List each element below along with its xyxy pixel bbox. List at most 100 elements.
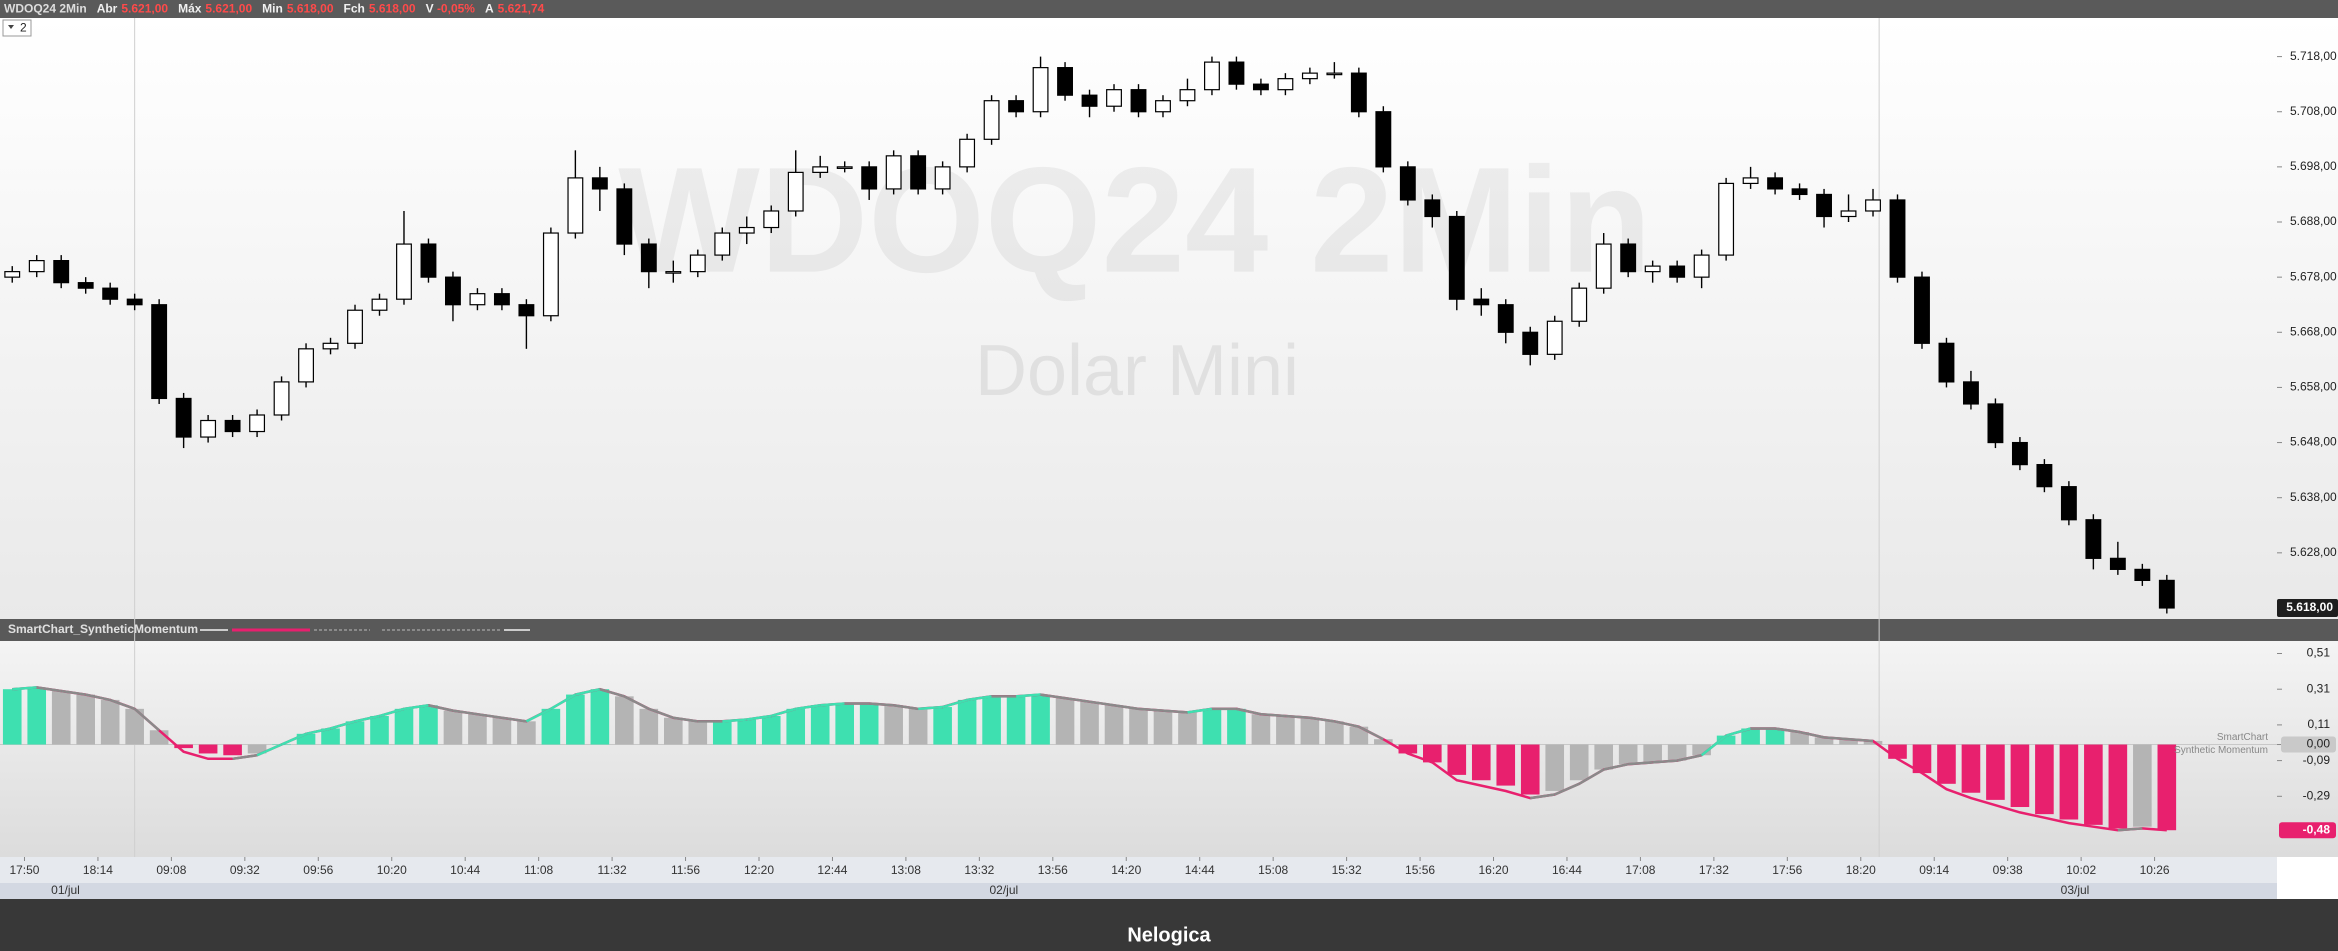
candle-body — [420, 243, 437, 278]
momentum-line-segment — [36, 686, 62, 693]
last-value-label: -0,48 — [2303, 822, 2331, 836]
histogram-bar — [712, 721, 732, 745]
histogram-bar — [1790, 732, 1809, 745]
indicator-title: SmartChart_SyntheticMomentum — [8, 622, 198, 636]
x-tick-label: 10:44 — [450, 863, 480, 877]
histogram-bar — [566, 694, 585, 745]
histogram-bar — [100, 699, 120, 745]
quote-label: Máx — [178, 2, 202, 16]
candle-body — [1424, 199, 1441, 218]
pane-button[interactable] — [2, 19, 32, 37]
x-tick-label: 13:32 — [964, 863, 994, 877]
y-tick-label: 0,31 — [2307, 681, 2331, 695]
y-tick-label: 5.628,00 — [2290, 545, 2337, 559]
x-tick-label: 16:20 — [1479, 863, 1509, 877]
pane-button-label[interactable]: 2 — [20, 21, 27, 35]
candle-body — [371, 298, 388, 311]
date-label: 01/jul — [51, 883, 80, 897]
histogram-bar — [1447, 744, 1467, 775]
x-tick-label: 09:14 — [1919, 863, 1949, 877]
y-tick-label: -0,09 — [2303, 753, 2331, 767]
date-axis — [0, 883, 2277, 899]
histogram-bar — [2108, 744, 2128, 829]
histogram-bar — [1031, 694, 1050, 745]
momentum-line-segment — [1578, 768, 1605, 785]
histogram-bar — [590, 689, 610, 745]
histogram-bar — [76, 694, 95, 745]
momentum-line-segment — [1162, 709, 1188, 714]
candle-body — [836, 166, 853, 169]
momentum-line-segment — [795, 704, 821, 711]
x-tick-label: 13:56 — [1038, 863, 1068, 877]
histogram-bar — [1006, 696, 1026, 745]
time-axis — [0, 857, 2277, 883]
histogram-bar — [174, 744, 193, 749]
candle-body — [591, 177, 608, 190]
candle-body — [714, 232, 731, 256]
momentum-line-segment — [673, 716, 698, 723]
candle-body — [1938, 342, 1955, 383]
momentum-line-segment — [722, 718, 747, 723]
candle-body — [1693, 254, 1710, 278]
histogram-bar — [1178, 712, 1197, 745]
candle-body — [493, 293, 510, 306]
histogram-bar — [1888, 744, 1907, 759]
candle-body — [298, 348, 314, 383]
x-tick-label: 09:08 — [156, 863, 186, 877]
candle-body — [200, 419, 217, 438]
candle-body — [812, 166, 829, 173]
y-tick-label: 5.638,00 — [2290, 490, 2337, 504]
candle-body — [1350, 72, 1367, 113]
y-tick-label: 5.668,00 — [2290, 324, 2337, 338]
histogram-bar — [1667, 744, 1687, 761]
histogram-bar — [2084, 744, 2103, 825]
momentum-line-segment — [1823, 736, 1849, 741]
candle-body — [347, 309, 363, 344]
x-tick-label: 18:14 — [83, 863, 113, 877]
momentum-line-segment — [1700, 734, 1727, 757]
symbol: WDOQ24 2Min — [4, 2, 87, 16]
candle-body — [322, 342, 339, 350]
x-tick-label: 15:32 — [1332, 863, 1362, 877]
momentum-line-segment — [1089, 700, 1115, 707]
histogram-bar — [1545, 744, 1565, 791]
histogram-bar — [737, 719, 757, 745]
x-tick-label: 11:08 — [524, 863, 553, 877]
y-tick-label: 5.688,00 — [2290, 214, 2337, 228]
momentum-line-segment — [61, 689, 86, 696]
candle-body — [1791, 188, 1808, 196]
y-tick-label: 5.698,00 — [2290, 159, 2337, 173]
candle-body — [1106, 89, 1122, 107]
momentum-line-segment — [1554, 782, 1580, 796]
momentum-line-segment — [256, 743, 283, 757]
quote-label: Min — [262, 2, 283, 16]
candle-body — [640, 243, 657, 273]
x-tick-label: 11:56 — [671, 863, 700, 877]
histogram-bar — [247, 744, 267, 754]
momentum-line-segment — [403, 704, 429, 711]
candle-body — [1473, 298, 1490, 306]
histogram-bar — [1937, 744, 1956, 784]
histogram-bar — [639, 708, 659, 745]
histogram-bar — [1055, 698, 1075, 745]
momentum-line-segment — [820, 702, 845, 707]
histogram-bar — [1961, 744, 1981, 793]
y-tick-label: 0,11 — [2308, 717, 2331, 731]
histogram-bar — [1300, 717, 1320, 745]
candle-body — [861, 166, 878, 190]
momentum-line-segment — [1334, 720, 1360, 728]
candle-body — [2085, 519, 2102, 559]
candle-body — [1008, 100, 1025, 113]
momentum-line-segment — [550, 693, 577, 710]
histogram-bar — [859, 703, 879, 745]
candle-body — [1840, 210, 1857, 218]
x-tick-label: 10:20 — [377, 863, 407, 877]
momentum-line-segment — [305, 727, 331, 736]
histogram-bar — [1153, 710, 1173, 745]
momentum-line-segment — [1725, 727, 1751, 737]
candle-body — [396, 243, 412, 300]
histogram-bar — [419, 705, 438, 745]
momentum-line-segment — [1285, 714, 1310, 720]
histogram-bar — [1471, 744, 1491, 781]
candle-body — [1301, 72, 1318, 80]
